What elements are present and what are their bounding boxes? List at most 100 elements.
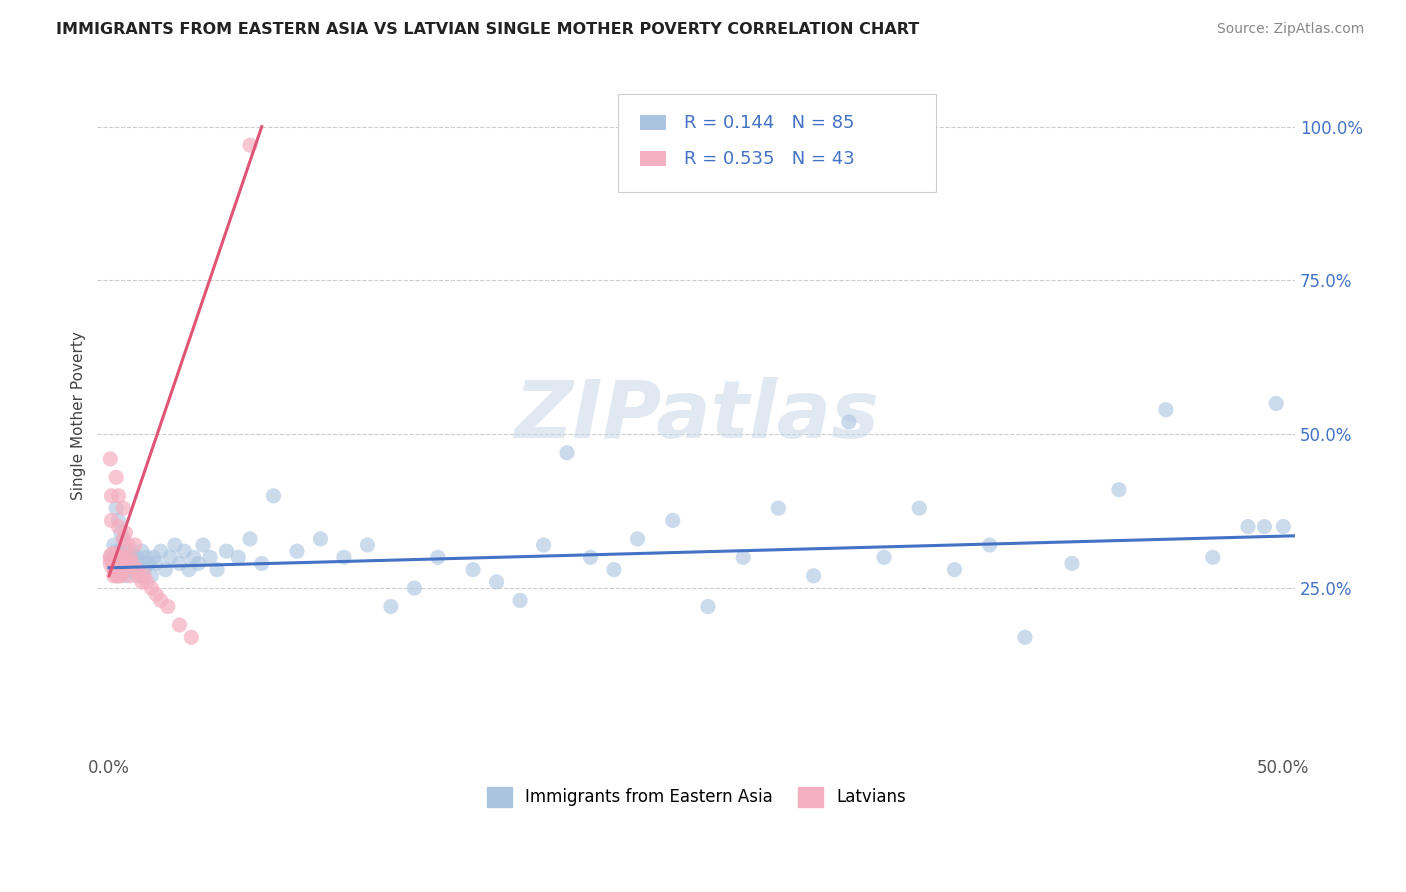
Point [98,451,121,466]
Text: R = 0.144   N = 85: R = 0.144 N = 85 [685,114,855,132]
Point [105,563,128,577]
Point [145,587,167,601]
Text: IMMIGRANTS FROM EASTERN ASIA VS LATVIAN SINGLE MOTHER POVERTY CORRELATION CHART: IMMIGRANTS FROM EASTERN ASIA VS LATVIAN … [56,22,920,37]
Point [105,501,128,516]
Point [117,538,139,552]
Point [135,574,157,589]
Point [169,618,191,632]
Point [127,550,149,565]
Point [169,557,191,571]
Point [579,550,602,565]
Point [112,501,135,516]
Point [107,569,129,583]
Point [697,599,720,614]
Point [226,550,249,565]
Point [128,557,150,571]
Text: R = 0.535   N = 43: R = 0.535 N = 43 [685,150,855,168]
Point [191,538,214,552]
Point [239,138,262,153]
Point [112,563,135,577]
Bar [640,115,666,130]
Point [141,581,163,595]
Point [134,563,156,577]
Point [135,550,157,565]
Point [603,563,626,577]
Legend: Immigrants from Eastern Asia, Latvians: Immigrants from Eastern Asia, Latvians [479,780,912,814]
Point [134,569,156,583]
Point [114,550,136,565]
Point [121,544,143,558]
Point [661,513,683,527]
Point [356,538,378,552]
Point [838,415,860,429]
Point [105,550,128,565]
Point [1272,519,1295,533]
Point [105,544,128,558]
Point [128,569,150,583]
Point [100,513,122,527]
Point [908,501,931,516]
Point [110,569,132,583]
Point [239,532,262,546]
Point [117,557,139,571]
Point [127,563,149,577]
Bar [619,95,936,193]
Point [110,550,132,565]
Point [100,489,122,503]
Point [156,599,179,614]
Point [114,525,136,540]
Bar [640,152,666,166]
Point [187,557,209,571]
Point [155,563,177,577]
Point [112,550,135,565]
Point [105,557,128,571]
Point [100,550,122,565]
Point [163,538,186,552]
Point [117,557,139,571]
Point [107,569,129,583]
Point [309,532,332,546]
Point [173,544,195,558]
Point [979,538,1001,552]
Point [114,544,136,558]
Point [1060,557,1083,571]
Point [1108,483,1130,497]
Point [120,550,142,565]
Point [198,550,221,565]
Point [124,563,146,577]
Point [138,557,160,571]
Point [1265,396,1288,410]
Point [149,593,172,607]
Point [873,550,896,565]
Point [110,544,132,558]
Point [105,563,128,577]
Point [159,550,181,565]
Point [177,563,200,577]
Point [107,550,129,565]
Point [509,593,531,607]
Point [180,630,202,644]
Point [121,557,143,571]
Point [110,557,132,571]
Point [768,501,790,516]
Point [121,557,143,571]
Point [205,563,228,577]
Point [110,557,132,571]
Point [117,550,139,565]
Point [333,550,356,565]
Point [103,538,125,552]
Point [141,569,163,583]
Point [107,489,129,503]
Point [263,489,285,503]
Point [404,581,426,595]
Y-axis label: Single Mother Poverty: Single Mother Poverty [72,332,86,500]
Point [1202,550,1225,565]
Point [145,557,167,571]
Point [103,550,125,565]
Point [112,563,135,577]
Point [105,470,128,484]
Point [215,544,238,558]
Point [183,550,205,565]
Point [120,563,142,577]
Point [112,532,135,546]
